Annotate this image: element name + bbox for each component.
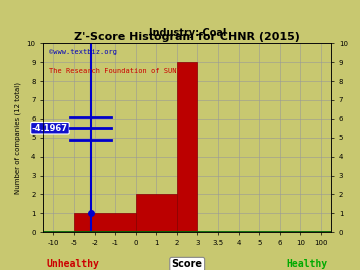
- Bar: [136, 194, 177, 232]
- Y-axis label: Number of companies (12 total): Number of companies (12 total): [14, 82, 21, 194]
- Text: Industry: Coal: Industry: Coal: [149, 28, 226, 38]
- Bar: [177, 62, 198, 232]
- Text: The Research Foundation of SUNY: The Research Foundation of SUNY: [49, 68, 181, 74]
- Text: Score: Score: [172, 259, 203, 269]
- Text: -4.1967: -4.1967: [32, 124, 68, 133]
- Text: ©www.textbiz.org: ©www.textbiz.org: [49, 49, 117, 55]
- Bar: [74, 213, 136, 232]
- Text: Healthy: Healthy: [287, 259, 328, 269]
- Text: Unhealthy: Unhealthy: [47, 259, 100, 269]
- Title: Z'-Score Histogram for CHNR (2015): Z'-Score Histogram for CHNR (2015): [74, 32, 300, 42]
